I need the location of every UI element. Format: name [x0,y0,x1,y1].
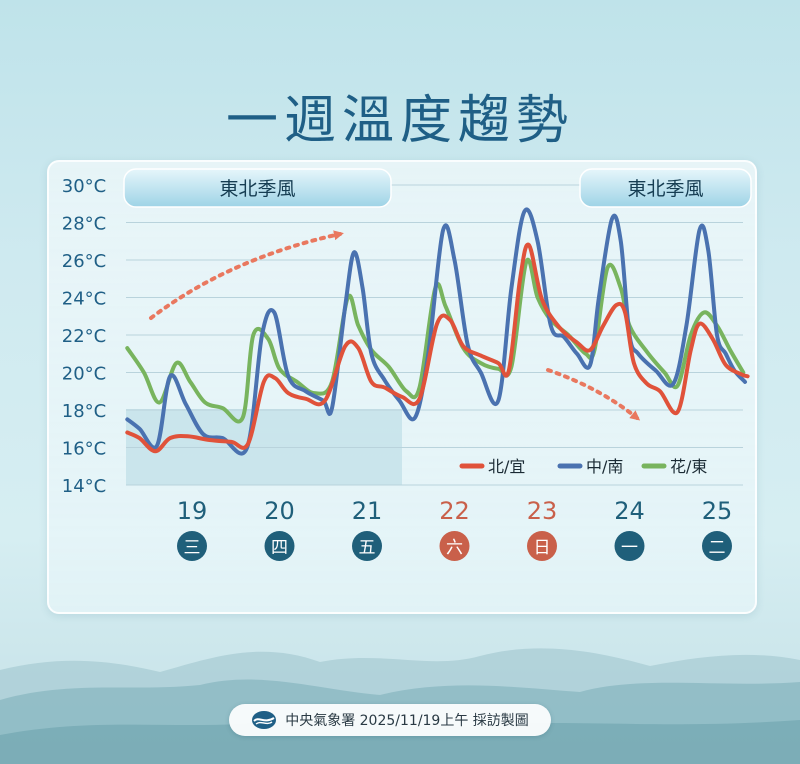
legend-entry: 花/東 [641,457,707,476]
weekday-label: 五 [359,538,376,558]
y-tick-label: 14°C [62,476,106,497]
series-line-2 [125,257,746,424]
weekday-badge [702,531,732,561]
x-tick-date: 19 [177,497,208,525]
legend-entry: 北/宜 [459,457,525,476]
x-tick-date: 21 [352,497,383,525]
weekday-badge [614,531,645,561]
y-tick-label: 30°C [62,176,106,197]
x-tick-date: 24 [614,497,645,525]
y-tick-label: 18°C [62,401,106,422]
series-line-1 [125,207,747,456]
monsoon-banner: 東北季風 [579,168,752,208]
weekday-label: 二 [709,538,726,558]
cwa-logo-icon [252,711,277,729]
weekday-label: 日 [534,538,551,558]
banner-box [123,168,392,208]
legend-entry: 中/南 [557,457,623,476]
legend-label: 中/南 [586,457,623,476]
banner-label: 東北季風 [219,178,295,200]
page-title: 一週溫度趨勢 [225,91,574,151]
y-tick-label: 20°C [62,364,106,385]
weekday-label: 四 [271,538,288,558]
footer-credit: 中央氣象署 2025/11/19上午 採訪製圖 [229,704,551,736]
x-tick-date: 22 [439,497,470,525]
y-tick-label: 26°C [62,251,106,272]
weekday-label: 六 [446,538,463,558]
legend-label: 北/宜 [488,457,525,476]
trend-arrow-down [546,368,641,421]
x-tick-date: 23 [527,497,558,525]
banner-box [579,168,752,208]
monsoon-banner: 東北季風 [123,168,392,208]
y-tick-label: 28°C [62,214,106,235]
weekday-badge [352,531,382,561]
weekday-badge [439,531,470,561]
y-tick-label: 16°C [62,439,106,460]
weekday-badge [527,531,557,561]
mountain-background [0,648,800,764]
trend-arrow-up [149,230,344,320]
weekday-label: 三 [184,538,201,558]
weekday-label: 一 [621,538,638,558]
legend-label: 花/東 [670,457,707,476]
x-tick-date: 25 [702,497,733,525]
x-tick-date: 20 [264,497,295,525]
weekday-badge [177,531,207,561]
banner-label: 東北季風 [627,178,703,200]
weekday-badge [264,531,295,561]
series-line-0 [125,242,750,454]
footer-text: 中央氣象署 2025/11/19上午 採訪製圖 [285,713,529,729]
y-tick-label: 24°C [62,289,106,310]
y-tick-label: 22°C [62,326,106,347]
